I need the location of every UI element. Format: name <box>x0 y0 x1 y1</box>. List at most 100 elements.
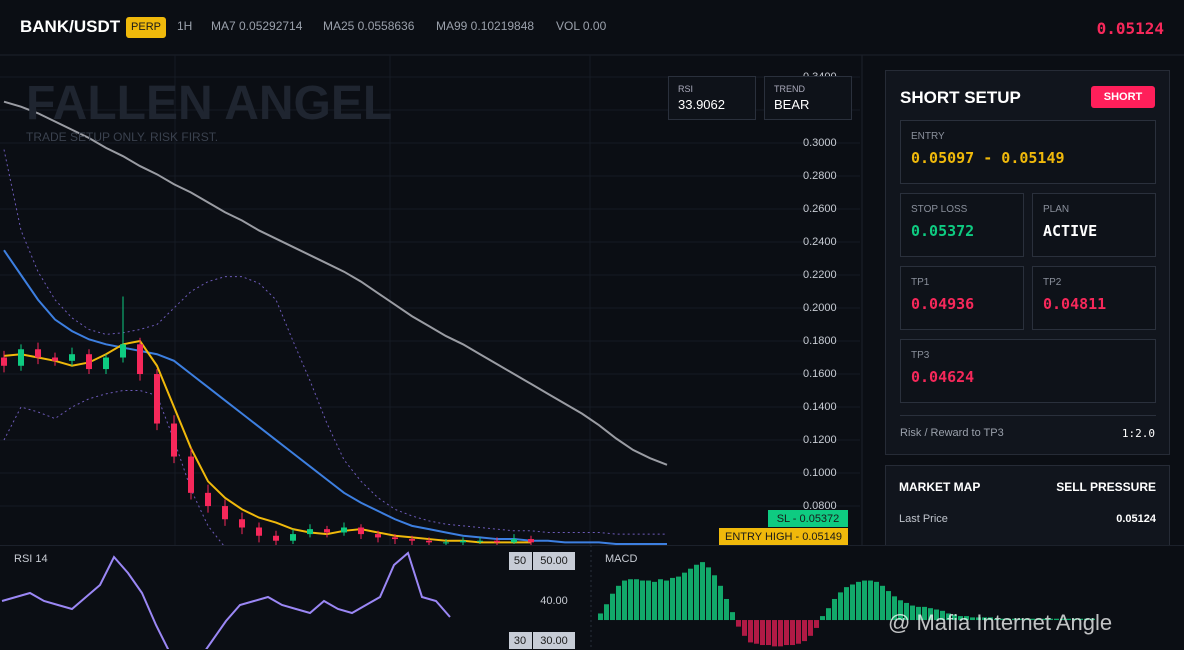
price-tag <box>768 510 848 527</box>
tp2-box: TP2 0.04811 <box>1032 266 1156 330</box>
candle-body <box>443 542 449 544</box>
label: TP1 <box>911 277 930 288</box>
candle-body <box>222 506 228 520</box>
market-title: MARKET MAP <box>899 480 981 494</box>
macd-bar <box>832 598 837 621</box>
y-tick-label: 50.00 <box>540 555 568 567</box>
macd-bar <box>826 608 831 621</box>
line <box>1 551 451 649</box>
macd-bar <box>910 605 915 621</box>
macd-bar <box>934 609 939 621</box>
candle-body <box>239 519 245 528</box>
macd-bar <box>640 580 645 621</box>
candle-body <box>171 423 177 457</box>
candle-body <box>52 357 58 361</box>
macd-bar <box>1048 618 1053 621</box>
pair: BANK/USDT <box>20 17 121 36</box>
macd-bar <box>820 616 825 621</box>
y-tick-label: 0.2600 <box>803 203 837 215</box>
candle-body <box>188 456 194 493</box>
level-tag-label: 50 <box>514 555 526 567</box>
candle-body <box>273 535 279 541</box>
y-tick-label: 0.1000 <box>803 467 837 479</box>
macd-bar <box>886 591 891 621</box>
y-tick-label: 0.3000 <box>803 137 837 149</box>
label: TP2 <box>1043 277 1062 288</box>
short-button[interactable]: SHORT <box>1091 86 1155 108</box>
macd-bar <box>928 608 933 621</box>
macd-bar <box>838 592 843 621</box>
macd-bar <box>808 620 813 636</box>
macd-bar <box>958 616 963 621</box>
macd-bar <box>598 613 603 621</box>
macd-bar <box>850 584 855 621</box>
line <box>3 249 667 545</box>
macd-bar <box>742 620 747 636</box>
macd-bar <box>1090 618 1095 621</box>
macd-bar <box>652 581 657 621</box>
value: ACTIVE <box>1043 222 1098 240</box>
candle-body <box>256 527 262 536</box>
badge: PERP <box>126 17 166 38</box>
overlay-watermark: @ Mafia Internet Angle <box>888 610 1113 635</box>
rsi-title: RSI 14 <box>14 553 48 565</box>
candle-body <box>307 529 313 535</box>
level-tag-label: 30 <box>514 635 526 647</box>
trend-box: TREND BEAR <box>764 76 852 120</box>
value: 0.05372 <box>911 222 975 240</box>
candle-body <box>324 529 330 533</box>
y-tick-label: 0.2400 <box>803 236 837 248</box>
macd-bar <box>964 616 969 621</box>
value: BEAR <box>774 97 810 112</box>
macd-bar <box>1078 618 1083 621</box>
label: ENTRY <box>911 131 945 142</box>
tick-bg <box>533 552 575 570</box>
candle-body <box>1 357 7 366</box>
plot <box>1 100 668 545</box>
rr-label: Risk / Reward to TP3 <box>900 427 1004 439</box>
interval[interactable]: 1H <box>177 19 193 33</box>
setup-title: SHORT SETUP <box>900 88 1021 107</box>
last-price-value: 0.05124 <box>1116 513 1156 525</box>
macd-bar <box>814 620 819 628</box>
macd-bar <box>616 585 621 621</box>
macd-bar <box>790 620 795 646</box>
label: TP3 <box>911 350 930 361</box>
candle-body <box>154 374 160 424</box>
candle-body <box>477 540 483 542</box>
macd-bar <box>706 567 711 621</box>
y-tick-label: 0.2200 <box>803 269 837 281</box>
macd-bar <box>754 620 759 644</box>
price-tag-label: ENTRY HIGH - 0.05149 <box>725 531 842 543</box>
candle-body <box>86 354 92 370</box>
label: RSI <box>678 84 694 94</box>
candle-body <box>511 539 517 543</box>
label: PLAN <box>1043 204 1070 215</box>
y-tick-label: 0.1400 <box>803 401 837 413</box>
watermark: FALLEN ANGEL <box>26 77 393 130</box>
y-tick-label: 0.1600 <box>803 368 837 380</box>
macd-bar <box>664 580 669 621</box>
plan-box: PLAN ACTIVE <box>1032 193 1156 257</box>
y-tick-label: 40.00 <box>540 595 568 607</box>
market-status: SELL PRESSURE <box>1056 480 1156 494</box>
macd-bar <box>748 620 753 643</box>
candle-body <box>205 492 211 507</box>
macd-bar <box>778 620 783 647</box>
stop-box: STOP LOSS 0.05372 <box>900 193 1024 257</box>
macd-bar <box>868 580 873 621</box>
macd-bar <box>736 620 741 627</box>
label: STOP LOSS <box>911 204 968 215</box>
macd-bar <box>658 579 663 621</box>
macd-title: MACD <box>605 553 637 565</box>
macd-bar <box>646 580 651 621</box>
macd-bar <box>922 606 927 621</box>
candle-body <box>69 354 75 361</box>
value: 33.9062 <box>678 97 725 112</box>
macd-bar <box>1060 618 1065 621</box>
value: 0.04936 <box>911 295 975 313</box>
line <box>3 100 668 466</box>
